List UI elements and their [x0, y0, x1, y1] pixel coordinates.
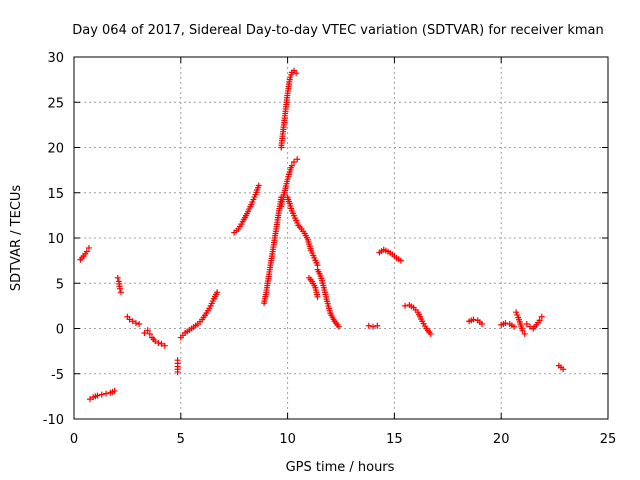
data-point: [141, 330, 148, 337]
y-tick-label: 25: [47, 96, 64, 111]
data-point: [288, 162, 295, 169]
data-point: [146, 330, 153, 337]
x-tick-label: 10: [279, 432, 296, 447]
data-point: [519, 327, 526, 334]
data-point: [314, 293, 321, 300]
data-point: [523, 320, 530, 327]
data-point-fill: [514, 311, 521, 318]
y-tick-label: 0: [56, 323, 64, 338]
data-point: [87, 396, 94, 403]
x-tick-label: 15: [386, 432, 403, 447]
data-points: [77, 67, 567, 403]
data-point: [117, 289, 124, 296]
data-point: [427, 330, 434, 337]
data-point: [114, 274, 121, 281]
data-point: [370, 323, 377, 330]
data-point: [155, 339, 162, 346]
y-tick-label: 5: [56, 277, 64, 292]
data-point: [293, 70, 300, 77]
data-point: [502, 320, 509, 327]
data-point: [402, 302, 409, 309]
x-tick-label: 5: [177, 432, 185, 447]
data-point: [94, 392, 101, 399]
data-point: [513, 309, 520, 316]
data-point: [111, 387, 118, 394]
data-point: [365, 322, 372, 329]
data-point: [560, 366, 567, 373]
data-point: [294, 156, 301, 163]
data-point: [152, 338, 159, 345]
y-axis-ticks: -10 -5 0 5 10 15 20 25 30: [43, 51, 608, 428]
data-point: [470, 316, 477, 323]
data-point: [511, 323, 518, 330]
data-point: [136, 320, 143, 327]
data-point: [478, 320, 485, 327]
data-point: [291, 158, 298, 165]
data-point: [103, 390, 110, 397]
x-tick-label: 20: [493, 432, 510, 447]
data-point: [116, 285, 123, 292]
y-tick-label: 20: [47, 142, 64, 157]
data-point: [98, 391, 105, 398]
data-point: [174, 368, 181, 375]
y-tick-label: 15: [47, 187, 64, 202]
y-tick-label: -10: [43, 413, 64, 428]
data-point: [126, 316, 133, 323]
data-point: [85, 244, 92, 251]
data-point: [83, 248, 90, 255]
data-point: [158, 340, 165, 347]
y-axis-label: SDTVAR / TECUs: [9, 185, 24, 292]
data-point: [144, 327, 151, 334]
y-tick-label: 10: [47, 232, 64, 247]
y-tick-label: -5: [51, 368, 64, 383]
x-tick-label: 25: [600, 432, 617, 447]
grid-lines: [74, 57, 608, 419]
data-point: [129, 318, 136, 325]
data-point: [374, 322, 381, 329]
data-point: [521, 330, 528, 337]
data-point: [335, 323, 342, 330]
data-point: [214, 289, 221, 296]
data-point: [161, 342, 168, 349]
chart-title: Day 064 of 2017, Sidereal Day-to-day VTE…: [72, 23, 604, 38]
y-tick-label: 30: [47, 51, 64, 66]
data-point: [538, 313, 545, 320]
x-axis-ticks: 0 5 10 15 20 25: [70, 57, 616, 447]
x-axis-label: GPS time / hours: [286, 460, 395, 475]
data-point: [132, 320, 139, 327]
data-point: [255, 182, 262, 189]
x-tick-label: 0: [70, 432, 78, 447]
data-point: [397, 257, 404, 264]
data-point: [536, 317, 543, 324]
